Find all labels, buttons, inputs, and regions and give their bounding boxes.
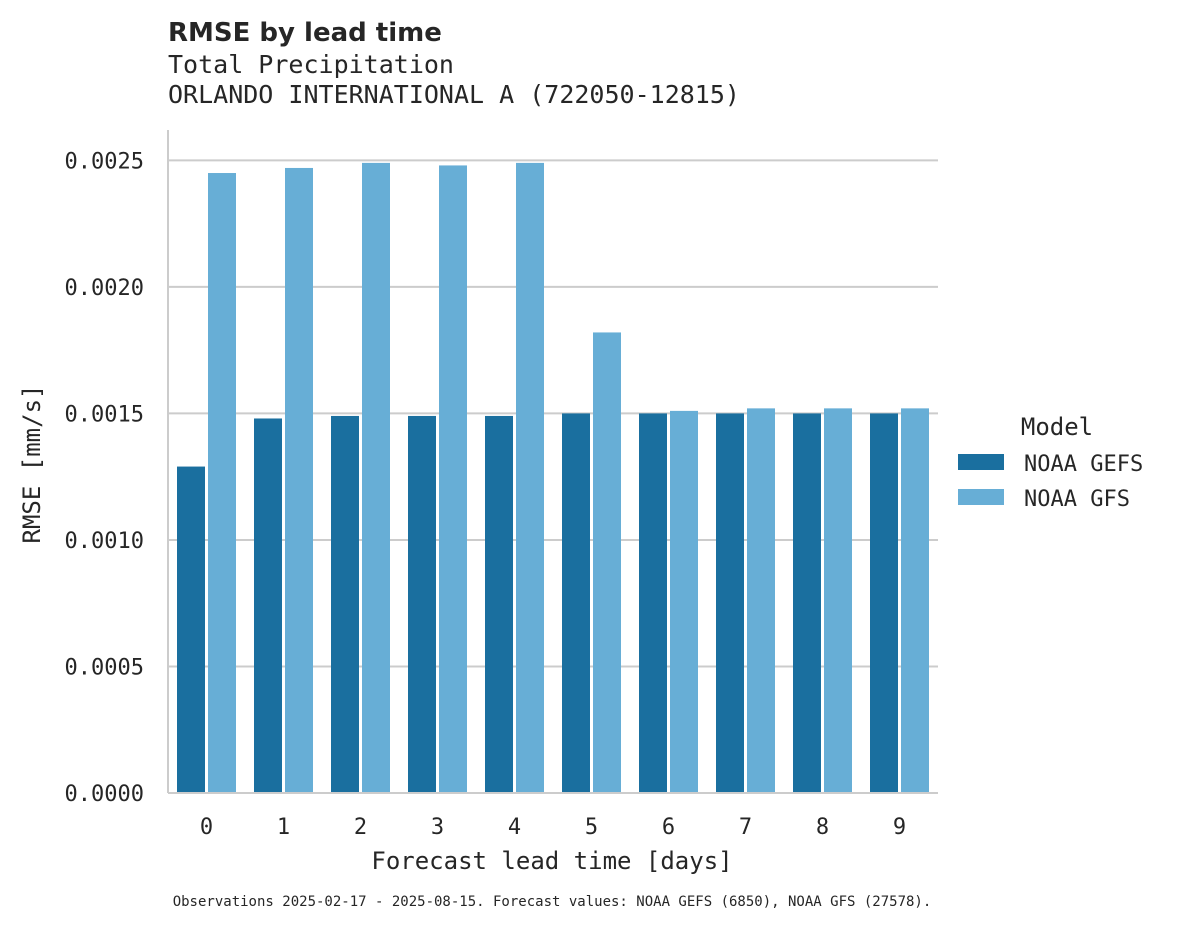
x-tick-label: 5 bbox=[585, 815, 598, 840]
bar-noaa-gfs-8 bbox=[824, 408, 852, 793]
x-tick-label: 1 bbox=[277, 815, 290, 840]
x-tick-label: 0 bbox=[200, 815, 213, 840]
bar-noaa-gefs-2 bbox=[331, 415, 359, 793]
bar-noaa-gefs-7 bbox=[716, 413, 744, 793]
bar-noaa-gfs-2 bbox=[362, 162, 390, 793]
bar-noaa-gefs-0 bbox=[177, 466, 205, 793]
x-tick-labels: 0 1 2 3 4 5 6 7 8 9 bbox=[200, 815, 906, 840]
y-tick-label: 0.0005 bbox=[65, 655, 144, 680]
y-gridlines bbox=[168, 159, 938, 668]
chart-title: RMSE by lead time bbox=[168, 18, 442, 48]
y-axis-label: RMSE [mm/s] bbox=[18, 385, 46, 544]
y-tick-label: 0.0020 bbox=[65, 276, 144, 301]
bar-noaa-gfs-0 bbox=[208, 173, 236, 793]
bar-noaa-gefs-5 bbox=[562, 413, 590, 793]
bar-noaa-gefs-8 bbox=[793, 413, 821, 793]
x-axis-label: Forecast lead time [days] bbox=[371, 847, 732, 875]
legend-label: NOAA GFS bbox=[1024, 487, 1130, 512]
bar-noaa-gefs-4 bbox=[485, 415, 513, 793]
bars bbox=[177, 162, 929, 793]
x-tick-label: 8 bbox=[816, 815, 829, 840]
axes bbox=[167, 130, 938, 794]
chart-subtitle-line-2: ORLANDO INTERNATIONAL A (722050-12815) bbox=[168, 80, 740, 109]
x-tick-label: 7 bbox=[739, 815, 752, 840]
bar-noaa-gefs-6 bbox=[639, 413, 667, 793]
y-tick-label: 0.0025 bbox=[65, 149, 144, 174]
legend: Model NOAA GEFS NOAA GFS bbox=[958, 413, 1143, 512]
y-tick-label: 0.0000 bbox=[65, 782, 144, 807]
legend-title: Model bbox=[1021, 413, 1093, 441]
bar-noaa-gfs-5 bbox=[593, 332, 621, 793]
bar-noaa-gfs-4 bbox=[516, 162, 544, 793]
bar-noaa-gefs-3 bbox=[408, 415, 436, 793]
x-tick-label: 2 bbox=[354, 815, 367, 840]
bar-noaa-gfs-6 bbox=[670, 410, 698, 793]
bar-noaa-gfs-1 bbox=[285, 167, 313, 793]
x-tick-label: 4 bbox=[508, 815, 521, 840]
bar-noaa-gefs-9 bbox=[870, 413, 898, 793]
bar-noaa-gfs-7 bbox=[747, 408, 775, 793]
x-tick-label: 6 bbox=[662, 815, 675, 840]
y-tick-label: 0.0010 bbox=[65, 529, 144, 554]
bar-noaa-gfs-9 bbox=[901, 408, 929, 793]
chart-subtitle-line-1: Total Precipitation bbox=[168, 50, 454, 79]
y-tick-labels: 0.0000 0.0005 0.0010 0.0015 0.0020 0.0025 bbox=[65, 149, 144, 807]
x-tick-label: 9 bbox=[893, 815, 906, 840]
legend-swatch bbox=[958, 454, 1004, 470]
bar-noaa-gefs-1 bbox=[254, 418, 282, 793]
footnote: Observations 2025-02-17 - 2025-08-15. Fo… bbox=[173, 894, 932, 910]
y-tick-label: 0.0015 bbox=[65, 402, 144, 427]
x-tick-label: 3 bbox=[431, 815, 444, 840]
legend-label: NOAA GEFS bbox=[1024, 452, 1143, 477]
bar-noaa-gfs-3 bbox=[439, 165, 467, 793]
legend-swatch bbox=[958, 489, 1004, 505]
